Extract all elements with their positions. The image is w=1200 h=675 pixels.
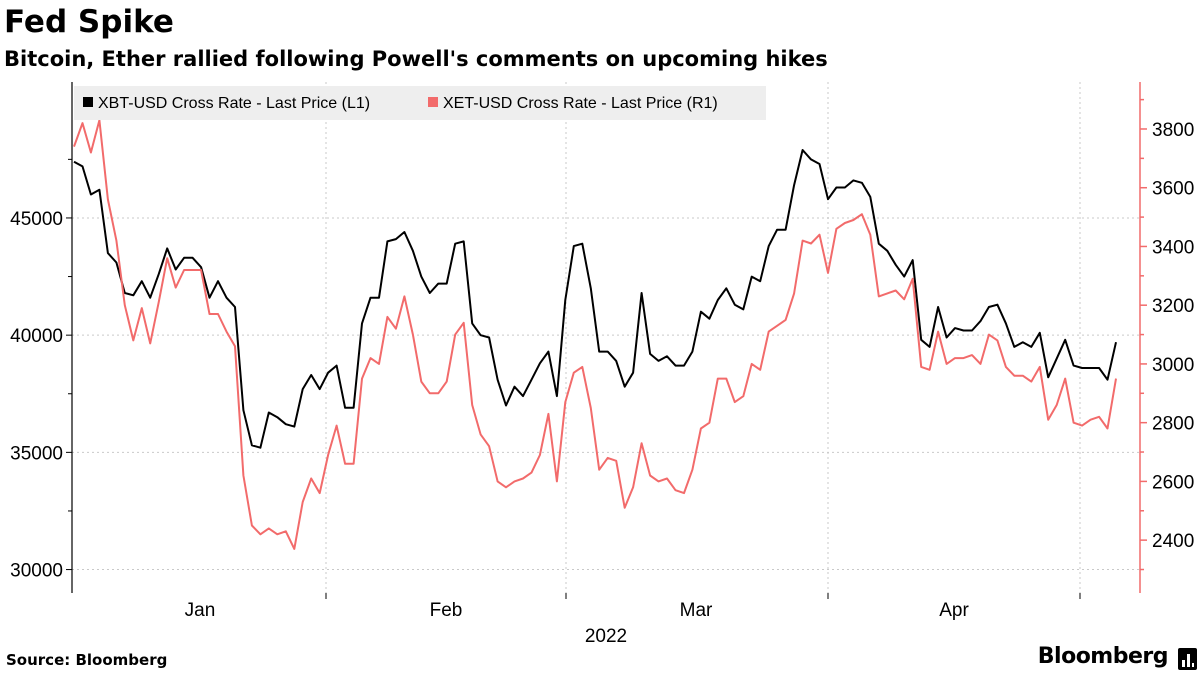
left-axis-label: 45000 xyxy=(10,209,63,230)
right-axis-label: 3200 xyxy=(1152,296,1194,317)
left-axis-label: 35000 xyxy=(10,443,63,464)
right-axis-label: 2800 xyxy=(1152,414,1194,435)
x-axis-label: Feb xyxy=(430,600,463,621)
series-layer xyxy=(73,119,1117,550)
legend-swatch-eth xyxy=(428,97,438,107)
brand-logo: Bloomberg xyxy=(1037,644,1169,669)
x-axis-year-label: 2022 xyxy=(585,626,627,647)
legend-label-eth: XET-USD Cross Rate - Last Price (R1) xyxy=(443,95,718,112)
legend-background xyxy=(74,86,766,120)
left-axis-label: 30000 xyxy=(10,561,63,582)
chart-subtitle: Bitcoin, Ether rallied following Powell'… xyxy=(4,47,828,71)
right-axis-label: 2600 xyxy=(1152,472,1194,493)
right-axis-label: 2400 xyxy=(1152,531,1194,552)
grid-layer xyxy=(72,82,1140,593)
source-note: Source: Bloomberg xyxy=(6,651,168,669)
right-axis-label: 3800 xyxy=(1152,120,1194,141)
x-axis-label: Mar xyxy=(680,600,713,621)
x-axis-label: Apr xyxy=(939,600,969,621)
legend-label-btc: XBT-USD Cross Rate - Last Price (L1) xyxy=(98,95,370,112)
right-axis-label: 3000 xyxy=(1152,355,1194,376)
btc-price-line xyxy=(73,149,1117,449)
chart-title: Fed Spike xyxy=(4,4,174,40)
left-axis-label: 40000 xyxy=(10,326,63,347)
axis-layer: 30000 35000 40000 45000 2400 2600 2800 3000 3200… xyxy=(10,82,1194,647)
right-axis-label: 3400 xyxy=(1152,237,1194,258)
legend-swatch-btc xyxy=(83,97,93,107)
right-axis-label: 3600 xyxy=(1152,179,1194,200)
eth-price-line xyxy=(73,119,1117,550)
legend: XBT-USD Cross Rate - Last Price (L1) XET… xyxy=(74,86,766,120)
x-axis-label: Jan xyxy=(185,600,216,621)
bloomberg-chart-icon xyxy=(1178,648,1197,670)
